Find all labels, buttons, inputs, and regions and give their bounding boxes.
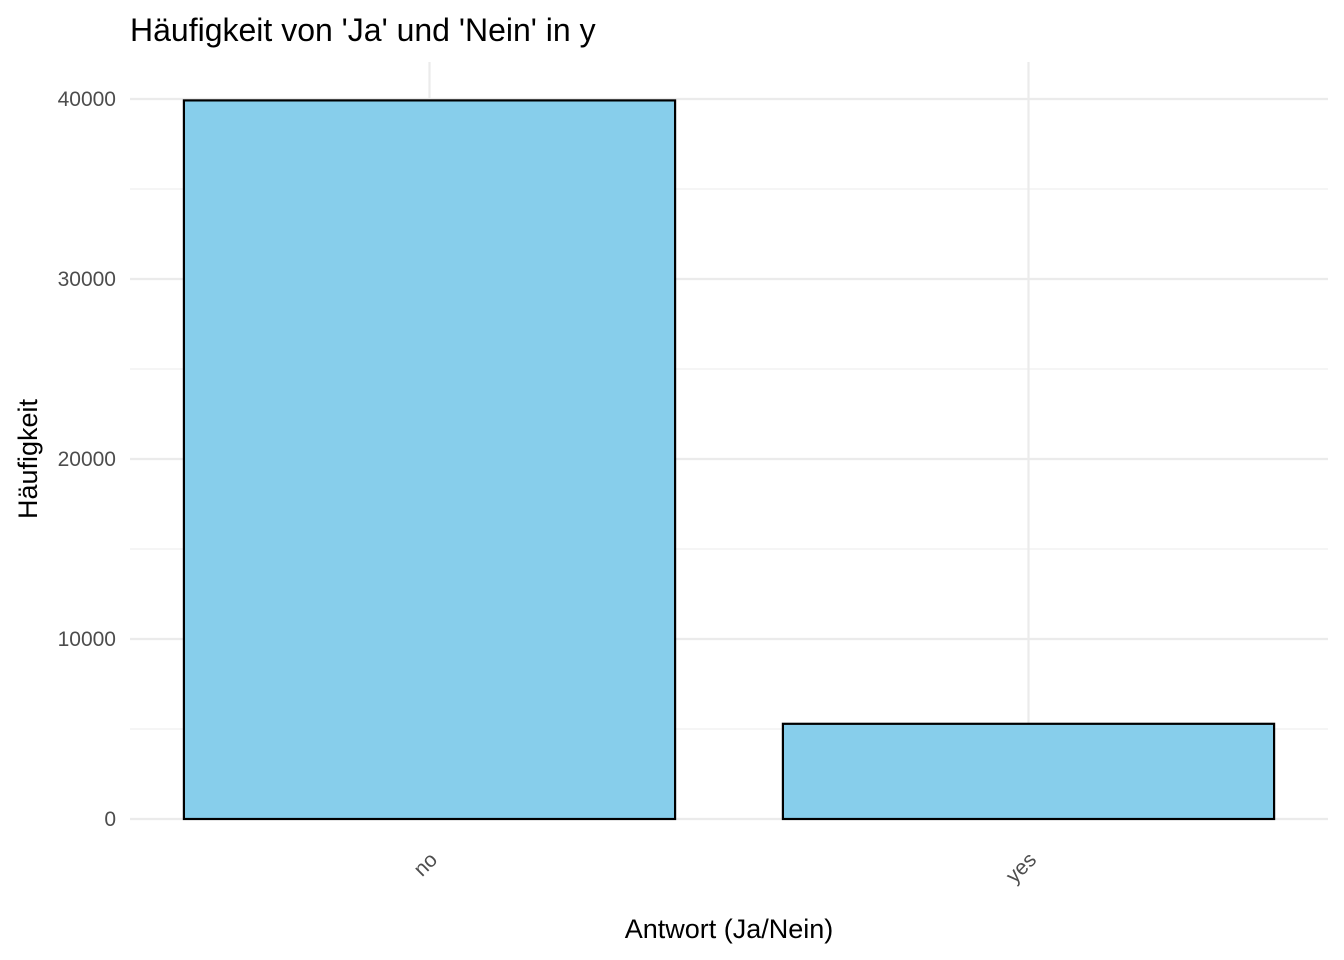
bar-no bbox=[182, 99, 677, 821]
y-tick-label: 40000 bbox=[58, 88, 116, 111]
bar-yes bbox=[781, 722, 1276, 821]
x-tick-label: yes bbox=[1002, 848, 1041, 887]
x-axis-ticks: no yes bbox=[409, 848, 1041, 887]
y-tick-label: 10000 bbox=[58, 628, 116, 651]
chart-title: Häufigkeit von 'Ja' und 'Nein' in y bbox=[130, 12, 596, 48]
y-tick-label: 0 bbox=[104, 808, 116, 831]
x-tick-label: no bbox=[409, 848, 442, 881]
y-axis-ticks: 0 10000 20000 30000 40000 bbox=[58, 88, 116, 831]
y-tick-label: 30000 bbox=[58, 268, 116, 291]
y-axis-label: Häufigkeit bbox=[13, 398, 43, 519]
y-tick-label: 20000 bbox=[58, 448, 116, 471]
x-axis-label: Antwort (Ja/Nein) bbox=[625, 914, 834, 944]
bars bbox=[182, 99, 1276, 821]
